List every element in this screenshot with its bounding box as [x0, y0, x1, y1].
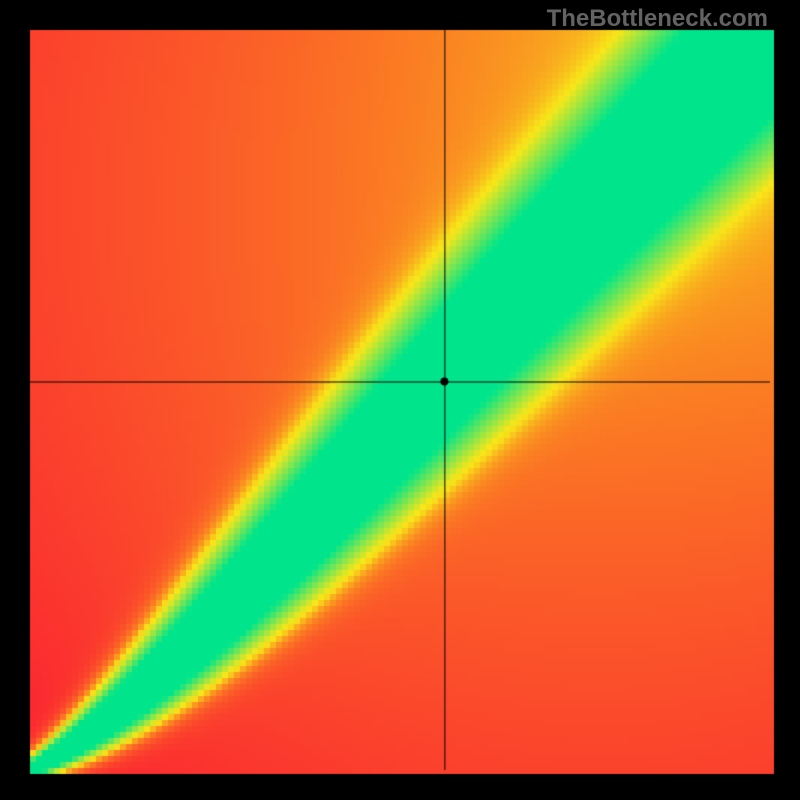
bottleneck-heatmap — [0, 0, 800, 800]
watermark-text: TheBottleneck.com — [547, 5, 768, 33]
